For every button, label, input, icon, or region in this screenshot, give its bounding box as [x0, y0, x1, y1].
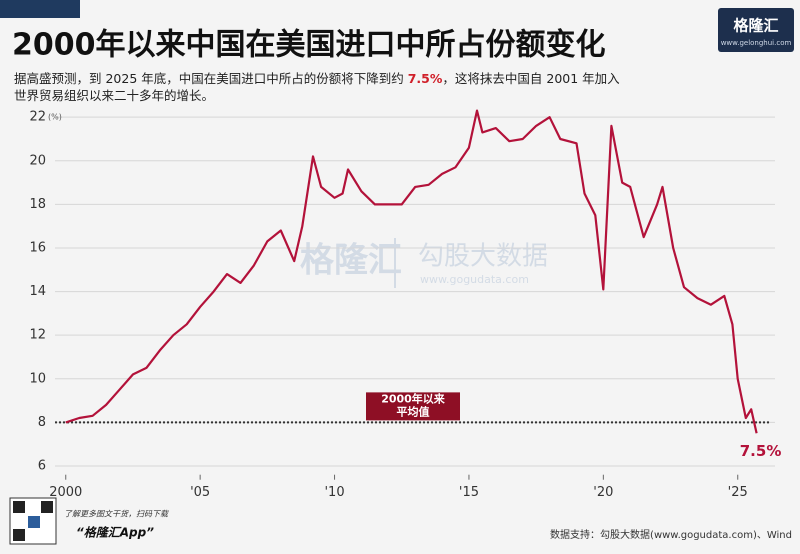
watermark-text: www.gogudata.com [420, 273, 529, 286]
qr-code [9, 497, 57, 545]
x-tick-label: '15 [459, 485, 479, 500]
average-label: 2000年以来 [381, 391, 446, 405]
line [65, 109, 758, 434]
subtitle: 据高盛预测，到 2025 年底，中国在美国进口中所占的份额将下降到约 7.5%，… [14, 70, 624, 104]
average-box [366, 392, 460, 421]
y-tick-label: 10 [29, 371, 46, 386]
x-tick-label: 2000 [49, 485, 82, 500]
app-name: “格隆汇App” [76, 526, 154, 540]
x-tick-label: '10 [324, 485, 344, 500]
qr-logo [28, 516, 40, 528]
x-tick-label: '20 [593, 485, 613, 500]
subtitle-text: ，这将抹去中国自 2001 年加入世界贸易组织以来二十多年的增长。 [14, 71, 620, 103]
qr-note: 了解更多图文干货，扫码下载 [64, 510, 169, 519]
qr-corner [13, 529, 25, 541]
watermark-text: 格隆汇 [300, 241, 402, 281]
header-bar [0, 0, 80, 18]
y-tick-label: 16 [29, 240, 46, 255]
logo-box [718, 8, 794, 52]
y-unit: (%) [48, 113, 62, 122]
x-tick-label: '05 [190, 485, 210, 500]
y-tick-label: 8 [38, 415, 46, 430]
logo: 格隆汇 [733, 17, 778, 35]
y-tick-label: 14 [29, 284, 46, 299]
qr-corner [41, 501, 53, 513]
subtitle-text: 据高盛预测，到 2025 年底，中国在美国进口中所占的份额将下降到约 [14, 71, 408, 86]
watermark-text: 勾股大数据 [418, 242, 548, 272]
chart-title: 2000年以来中国在美国进口中所占份额变化 [12, 28, 606, 63]
qr-corner [13, 501, 25, 513]
subtitle-highlight: 7.5% [407, 71, 443, 86]
average-label: 平均值 [397, 404, 430, 418]
logo-url: www.gelonghui.com [721, 39, 792, 47]
source: 数据支持：勾股大数据(www.gogudata.com)、Wind [550, 528, 792, 541]
y-tick-label: 6 [38, 458, 46, 473]
y-tick-label: 12 [29, 328, 46, 343]
y-tick-label: 18 [29, 197, 46, 212]
y-tick-label: 22 [29, 110, 46, 125]
watermark: 格隆汇 勾股大数据 www.gogudata.com [300, 238, 548, 288]
x-tick-label: '25 [728, 485, 748, 500]
y-tick-label: 20 [29, 153, 46, 168]
end-label: 7.5% [740, 442, 782, 460]
